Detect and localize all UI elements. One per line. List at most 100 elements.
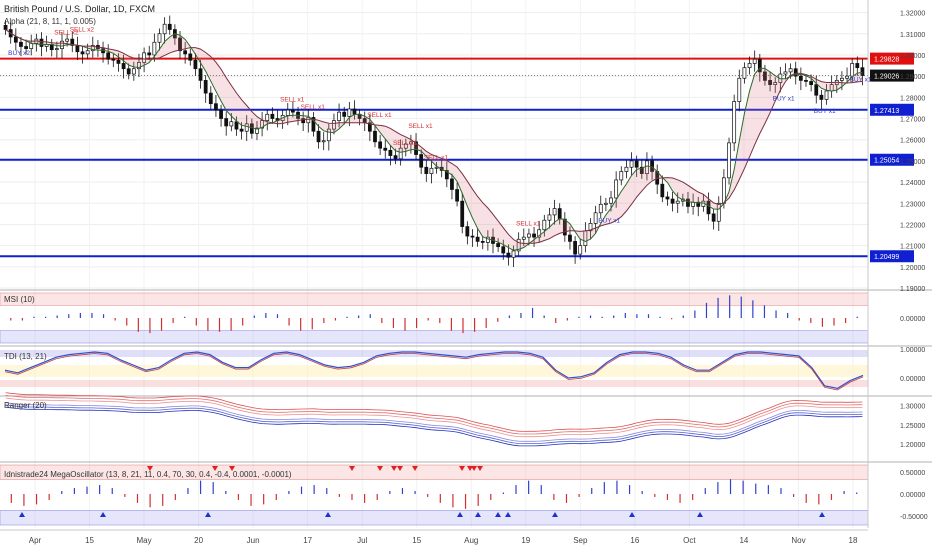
candle-body [13,36,18,43]
mega-sell-marker [147,466,153,471]
ranger-band-2 [5,397,863,438]
candle-body [609,197,613,204]
candle-body [660,183,665,198]
candle-body [547,214,552,221]
candle-body [465,226,470,237]
price-tick-label: 1.24000 [900,180,925,187]
mega-buy-marker [505,512,511,517]
candle-body [511,250,516,258]
candle-body [378,141,383,149]
candle-body [573,241,577,255]
mega-lower-zone [0,510,869,526]
candle-body [244,123,249,132]
msi-pane[interactable]: 0.00000 [0,292,925,344]
level-label: 1.20499 [874,254,899,261]
candle-body [619,171,624,181]
mega-sell-marker [229,466,235,471]
candle-body [845,75,849,79]
ranger-band-0 [5,392,863,432]
level-label: 1.27413 [874,108,899,115]
candle-body [75,45,80,53]
candle-body [603,202,608,205]
price-tick-label: 1.20000 [900,265,925,272]
candle-body [183,50,188,55]
candle-body [409,141,413,145]
candle-body [229,121,234,127]
time-axis[interactable]: Apr 15 May 20 Jun 17 Jul 15 Aug 19 Sep 16 Oct 14 Nov 18 [0,529,868,545]
candle-body [665,196,670,200]
candle-body [424,166,429,174]
candle-body [116,59,121,64]
price-tick-label: 1.29000 [900,74,925,81]
candle-body [855,63,860,69]
candle-body [188,53,193,61]
price-tick-label: 1.26000 [900,138,925,145]
mega-buy-marker [495,512,501,517]
candle-body [39,38,44,47]
candle-body [121,63,126,70]
candle-body [126,68,131,75]
candle-body [24,46,28,49]
candle-body [326,128,331,142]
ranger-tick-label: 1.25000 [900,423,925,430]
mega-tick-label: -0.50000 [900,514,928,521]
level-label-bg [870,52,914,65]
time-tick-label: 16 [630,536,639,545]
candlesticks [3,15,865,268]
candle-body [342,111,347,117]
megaoscillator-pane[interactable]: 0.50000 0.00000 -0.50000 [0,464,928,526]
candle-body [60,40,64,49]
level-label: 1.29828 [874,57,899,64]
time-tick-label: 17 [303,536,312,545]
mega-buy-marker [205,512,211,517]
candle-body [798,75,803,81]
msi-lower-zone [0,330,869,344]
mega-tick-label: 0.50000 [900,470,925,477]
candle-body [444,170,449,180]
candle-body [388,149,393,156]
alpha-fast-line [5,29,863,251]
candle-body [208,92,213,105]
sell-signal: SELL x1 [280,96,305,103]
candle-body [722,177,726,204]
candle-body [773,82,778,85]
sell-signal: SELL x1 [516,220,541,227]
candle-body [347,108,352,117]
candle-body [429,167,434,174]
candle-body [332,120,336,130]
price-axis[interactable]: 1.32000 1.31000 1.30000 1.29000 1.28000 1.270… [867,0,925,528]
candle-body [234,121,239,130]
candle-body [532,233,536,238]
candle-body [3,24,8,30]
candle-body [727,142,731,179]
tdi-pane[interactable]: 1.00000 0.00000 [0,347,925,391]
candle-body [598,203,603,214]
candle-body [527,233,531,238]
candle-body [214,103,218,111]
sell-signal: SELL x1 [393,140,418,147]
buy-signal: BUY x1 [850,76,872,83]
candle-body [542,219,547,231]
candle-body [768,80,772,85]
candle-body [568,234,572,242]
candle-body [496,243,501,248]
mega-buy-marker [552,512,558,517]
price-tick-label: 1.23000 [900,201,925,208]
mega-sell-marker [391,466,397,471]
candle-body [352,108,357,115]
candle-body [696,201,701,207]
ranger-pane[interactable]: 1.30000 1.25000 1.20000 [5,392,926,449]
ranger-band-1 [5,394,863,435]
sell-signal: SELL x1 [301,104,326,111]
candle-body [742,67,747,79]
ranger-tick-label: 1.30000 [900,404,925,411]
mega-buy-marker [325,512,331,517]
price-tick-label: 1.30000 [900,53,925,60]
candle-body [291,109,295,113]
time-tick-label: 15 [412,536,421,545]
candle-body [804,80,808,82]
candle-body [85,50,90,55]
candle-body [624,166,629,172]
